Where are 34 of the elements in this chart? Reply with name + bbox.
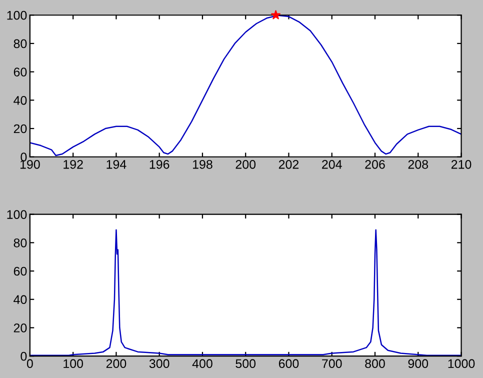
x-tick-label: 190 [20, 160, 40, 169]
y-tick-label: 20 [14, 324, 27, 332]
x-tick-label: 300 [149, 359, 170, 368]
x-tick-label: 900 [408, 359, 428, 368]
x-tick-label: 1000 [448, 359, 475, 368]
y-tick-label: 0 [20, 352, 27, 361]
y-tick-label: 60 [14, 68, 27, 76]
x-tick-label: 200 [236, 160, 256, 169]
x-tick-label: 202 [278, 160, 299, 169]
y-tick-label: 20 [14, 124, 27, 134]
x-tick-label: 100 [64, 359, 84, 368]
x-tick-label: 198 [193, 160, 212, 169]
y-tick-label: 80 [14, 39, 27, 48]
y-tick-label: 100 [7, 10, 27, 20]
x-tick-label: 194 [106, 160, 126, 169]
x-tick-label: 600 [278, 359, 299, 368]
y-tick-label: 60 [14, 266, 27, 276]
y-tick-label: 80 [14, 238, 27, 248]
x-tick-label: 192 [64, 160, 83, 169]
x-tick-label: 400 [192, 359, 212, 368]
y-tick-label: 40 [14, 96, 27, 105]
y-tick-label: 40 [14, 295, 27, 304]
x-tick-label: 200 [106, 359, 126, 368]
y-tick-label: 100 [7, 210, 27, 219]
x-tick-label: 0 [26, 359, 33, 368]
x-tick-label: 208 [408, 160, 428, 169]
y-tick-label: 0 [20, 152, 27, 162]
x-tick-label: 800 [365, 359, 385, 368]
x-tick-label: 206 [365, 160, 385, 169]
x-tick-label: 204 [322, 160, 342, 169]
x-tick-label: 700 [322, 359, 342, 368]
x-tick-label: 196 [150, 160, 170, 169]
x-tick-label: 210 [451, 160, 472, 169]
x-tick-label: 500 [236, 359, 256, 368]
